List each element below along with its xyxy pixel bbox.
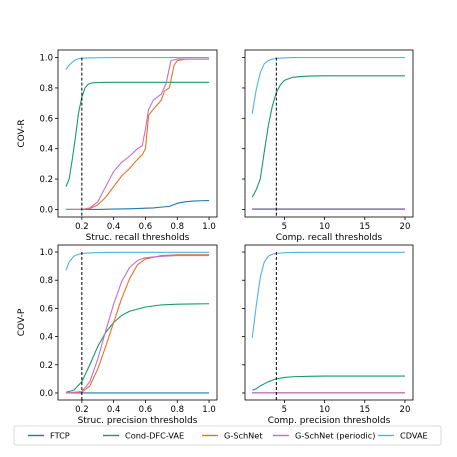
x-tick-label: 0.2 [75,405,89,415]
series-group [65,57,210,210]
x-tick-label: 0.8 [170,405,184,415]
series-group [251,251,405,394]
x-tick-label: 0.6 [139,222,153,232]
series-line-cond-dfc-vae [252,375,405,391]
series-line-ftcp [65,200,210,210]
x-tick-label: 0.4 [107,222,121,232]
y-tick-label: 0.2 [39,175,53,185]
y-tick-label: 0.2 [39,361,53,371]
x-axis-label: Comp. precision thresholds [268,416,391,426]
x-tick-label: 0.4 [107,405,121,415]
x-axis-label: Struc. recall thresholds [86,233,190,243]
series-line-g-schnet-periodic [65,58,210,210]
y-tick-label: 0.0 [39,389,53,399]
y-tick-label: 0.4 [39,333,53,343]
x-tick-label: 15 [359,405,370,415]
y-axis-label: COV-R [17,119,27,147]
y-axis-label: COV-P [17,308,27,336]
legend-label-ftcp: FTCP [50,431,70,441]
axes-frame [57,49,218,218]
legend-label-g-schnet: G-SchNet [224,431,263,441]
x-tick-label: 10 [319,405,330,415]
legend-label-g-schnet-periodic: G-SchNet (periodic) [295,431,375,441]
x-axis-label: Comp. recall thresholds [276,233,383,243]
series-line-cdvae [251,251,405,339]
panel-comp-precision: 5 10 15 20 Comp. precision thresholds [242,244,414,426]
series-line-cdvae [251,57,405,114]
x-tick-label: 0.8 [170,222,184,232]
y-tick-label: 0.0 [39,205,53,215]
x-tick-label: 0.2 [75,222,89,232]
panel-struc-precision: 0.2 0.4 0.6 0.8 1.0 0.0 0.2 0.4 0.6 0.8 1.0 Struc. … [17,244,218,426]
x-tick-label: 1.0 [202,222,216,232]
series-line-cdvae [65,251,210,271]
x-tick-label: 1.0 [202,405,216,415]
panel-comp-recall: 5 10 15 20 Comp. recall thresholds [242,49,414,243]
series-line-g-schnet [65,58,210,210]
y-tick-label: 1.0 [39,54,53,64]
legend-box [13,425,442,446]
axes-frame [244,49,414,218]
x-tick-label: 10 [319,222,330,232]
x-tick-label: 15 [359,222,370,232]
series-line-cdvae [65,57,210,71]
x-tick-label: 20 [400,222,411,232]
legend-label-cdvae: CDVAE [400,431,428,441]
x-tick-label: 5 [282,222,287,232]
series-line-cond-dfc-vae [65,81,210,187]
y-tick-label: 0.8 [39,84,53,94]
x-tick-label: 5 [282,405,287,415]
x-tick-label: 0.6 [139,405,153,415]
y-tick-label: 0.6 [39,114,53,124]
y-tick-label: 0.6 [39,304,53,314]
series-group [65,251,210,394]
x-tick-label: 20 [400,405,411,415]
series-line-cond-dfc-vae [251,75,405,198]
axes-frame [244,244,414,401]
axes-frame [57,244,218,401]
series-line-g-schnet [65,254,210,394]
series-line-cond-dfc-vae [65,303,210,393]
y-tick-label: 0.8 [39,276,53,286]
legend-label-cond-dfc-vae: Cond-DFC-VAE [125,431,184,441]
series-group [251,57,405,210]
series-line-g-schnet-periodic [65,255,210,394]
legend: FTCP Cond-DFC-VAE G-SchNet G-SchNet (period… [13,425,442,446]
y-tick-label: 0.4 [39,145,53,155]
x-axis-label: Struc. precision thresholds [78,416,198,426]
y-tick-label: 1.0 [39,248,53,258]
panel-struc-recall: 0.2 0.4 0.6 0.8 1.0 0.0 0.2 0.4 0.6 0.8 1.0 Struc. … [17,49,218,243]
